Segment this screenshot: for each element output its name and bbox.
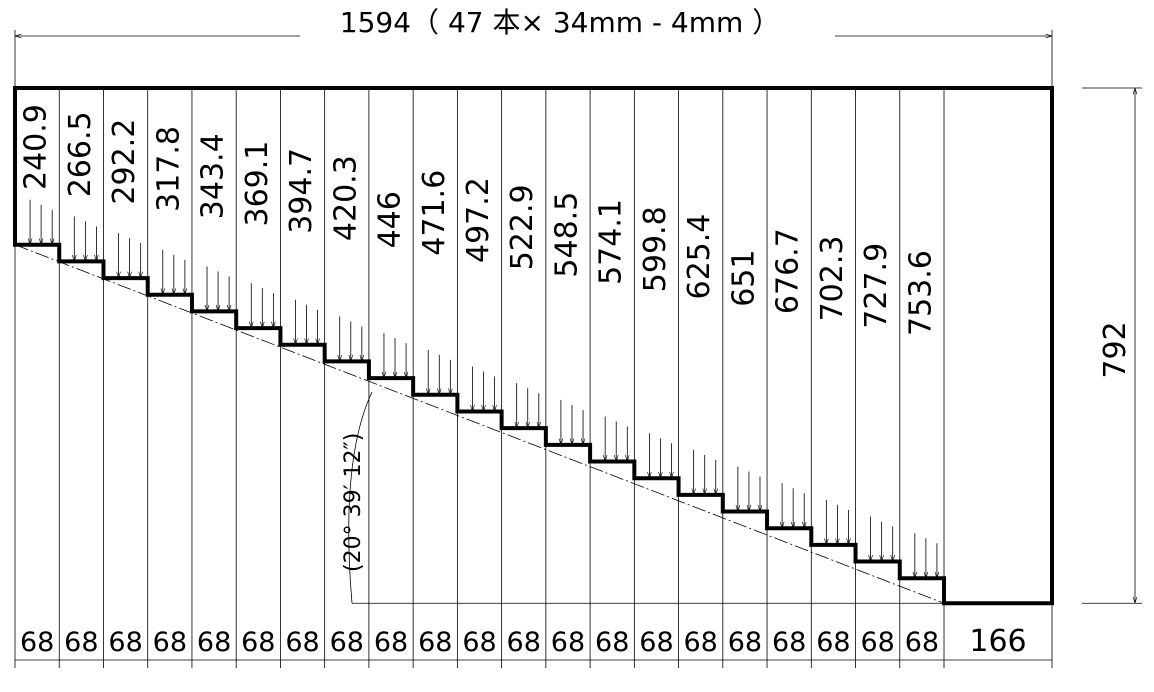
height-value: 727.9	[859, 243, 894, 329]
width-value: 68	[905, 627, 939, 658]
height-value: 240.9	[19, 104, 54, 190]
height-value: 343.4	[196, 133, 231, 219]
height-value: 651	[726, 250, 761, 307]
width-value: 68	[551, 627, 585, 658]
height-value: 625.4	[682, 214, 717, 300]
height-value: 420.3	[328, 155, 363, 241]
height-value: 522.9	[505, 184, 540, 270]
width-value: 68	[64, 627, 98, 658]
height-value: 446	[373, 191, 408, 248]
width-value: 68	[816, 627, 850, 658]
width-value: 68	[639, 627, 673, 658]
width-value: 68	[153, 627, 187, 658]
height-value: 676.7	[771, 228, 806, 314]
step-profile	[13, 86, 1054, 606]
width-value: 68	[684, 627, 718, 658]
width-value: 68	[330, 627, 364, 658]
width-value: 68	[772, 627, 806, 658]
width-value: 68	[108, 627, 142, 658]
width-value: 68	[507, 627, 541, 658]
height-value: 471.6	[417, 170, 452, 256]
width-value: 68	[374, 627, 408, 658]
width-value: 68	[241, 627, 275, 658]
width-value: 68	[418, 627, 452, 658]
width-value: 68	[20, 627, 54, 658]
height-value: 548.5	[549, 192, 584, 278]
height-value: 292.2	[107, 119, 142, 205]
slope-line	[14, 244, 945, 604]
height-value: 266.5	[63, 111, 98, 197]
width-value: 68	[462, 627, 496, 658]
height-label: 792	[1098, 321, 1133, 378]
height-value: 317.8	[151, 126, 186, 212]
angle-arc	[348, 391, 373, 604]
height-value: 574.1	[594, 199, 629, 285]
height-value: 753.6	[903, 250, 938, 336]
width-value: 68	[595, 627, 629, 658]
angle-label: (20° 39′ 12″)	[341, 433, 366, 572]
height-value: 369.1	[240, 141, 275, 227]
width-value: 68	[197, 627, 231, 658]
width-value: 166	[969, 624, 1026, 659]
height-value: 394.7	[284, 148, 319, 234]
height-value: 497.2	[461, 177, 496, 263]
width-value: 68	[728, 627, 762, 658]
width-value: 68	[860, 627, 894, 658]
height-value: 702.3	[815, 236, 850, 322]
height-value: 599.8	[638, 206, 673, 292]
width-value: 68	[285, 627, 319, 658]
total-width-label: 1594（ 47 本× 34mm - 4mm ）	[340, 6, 780, 39]
